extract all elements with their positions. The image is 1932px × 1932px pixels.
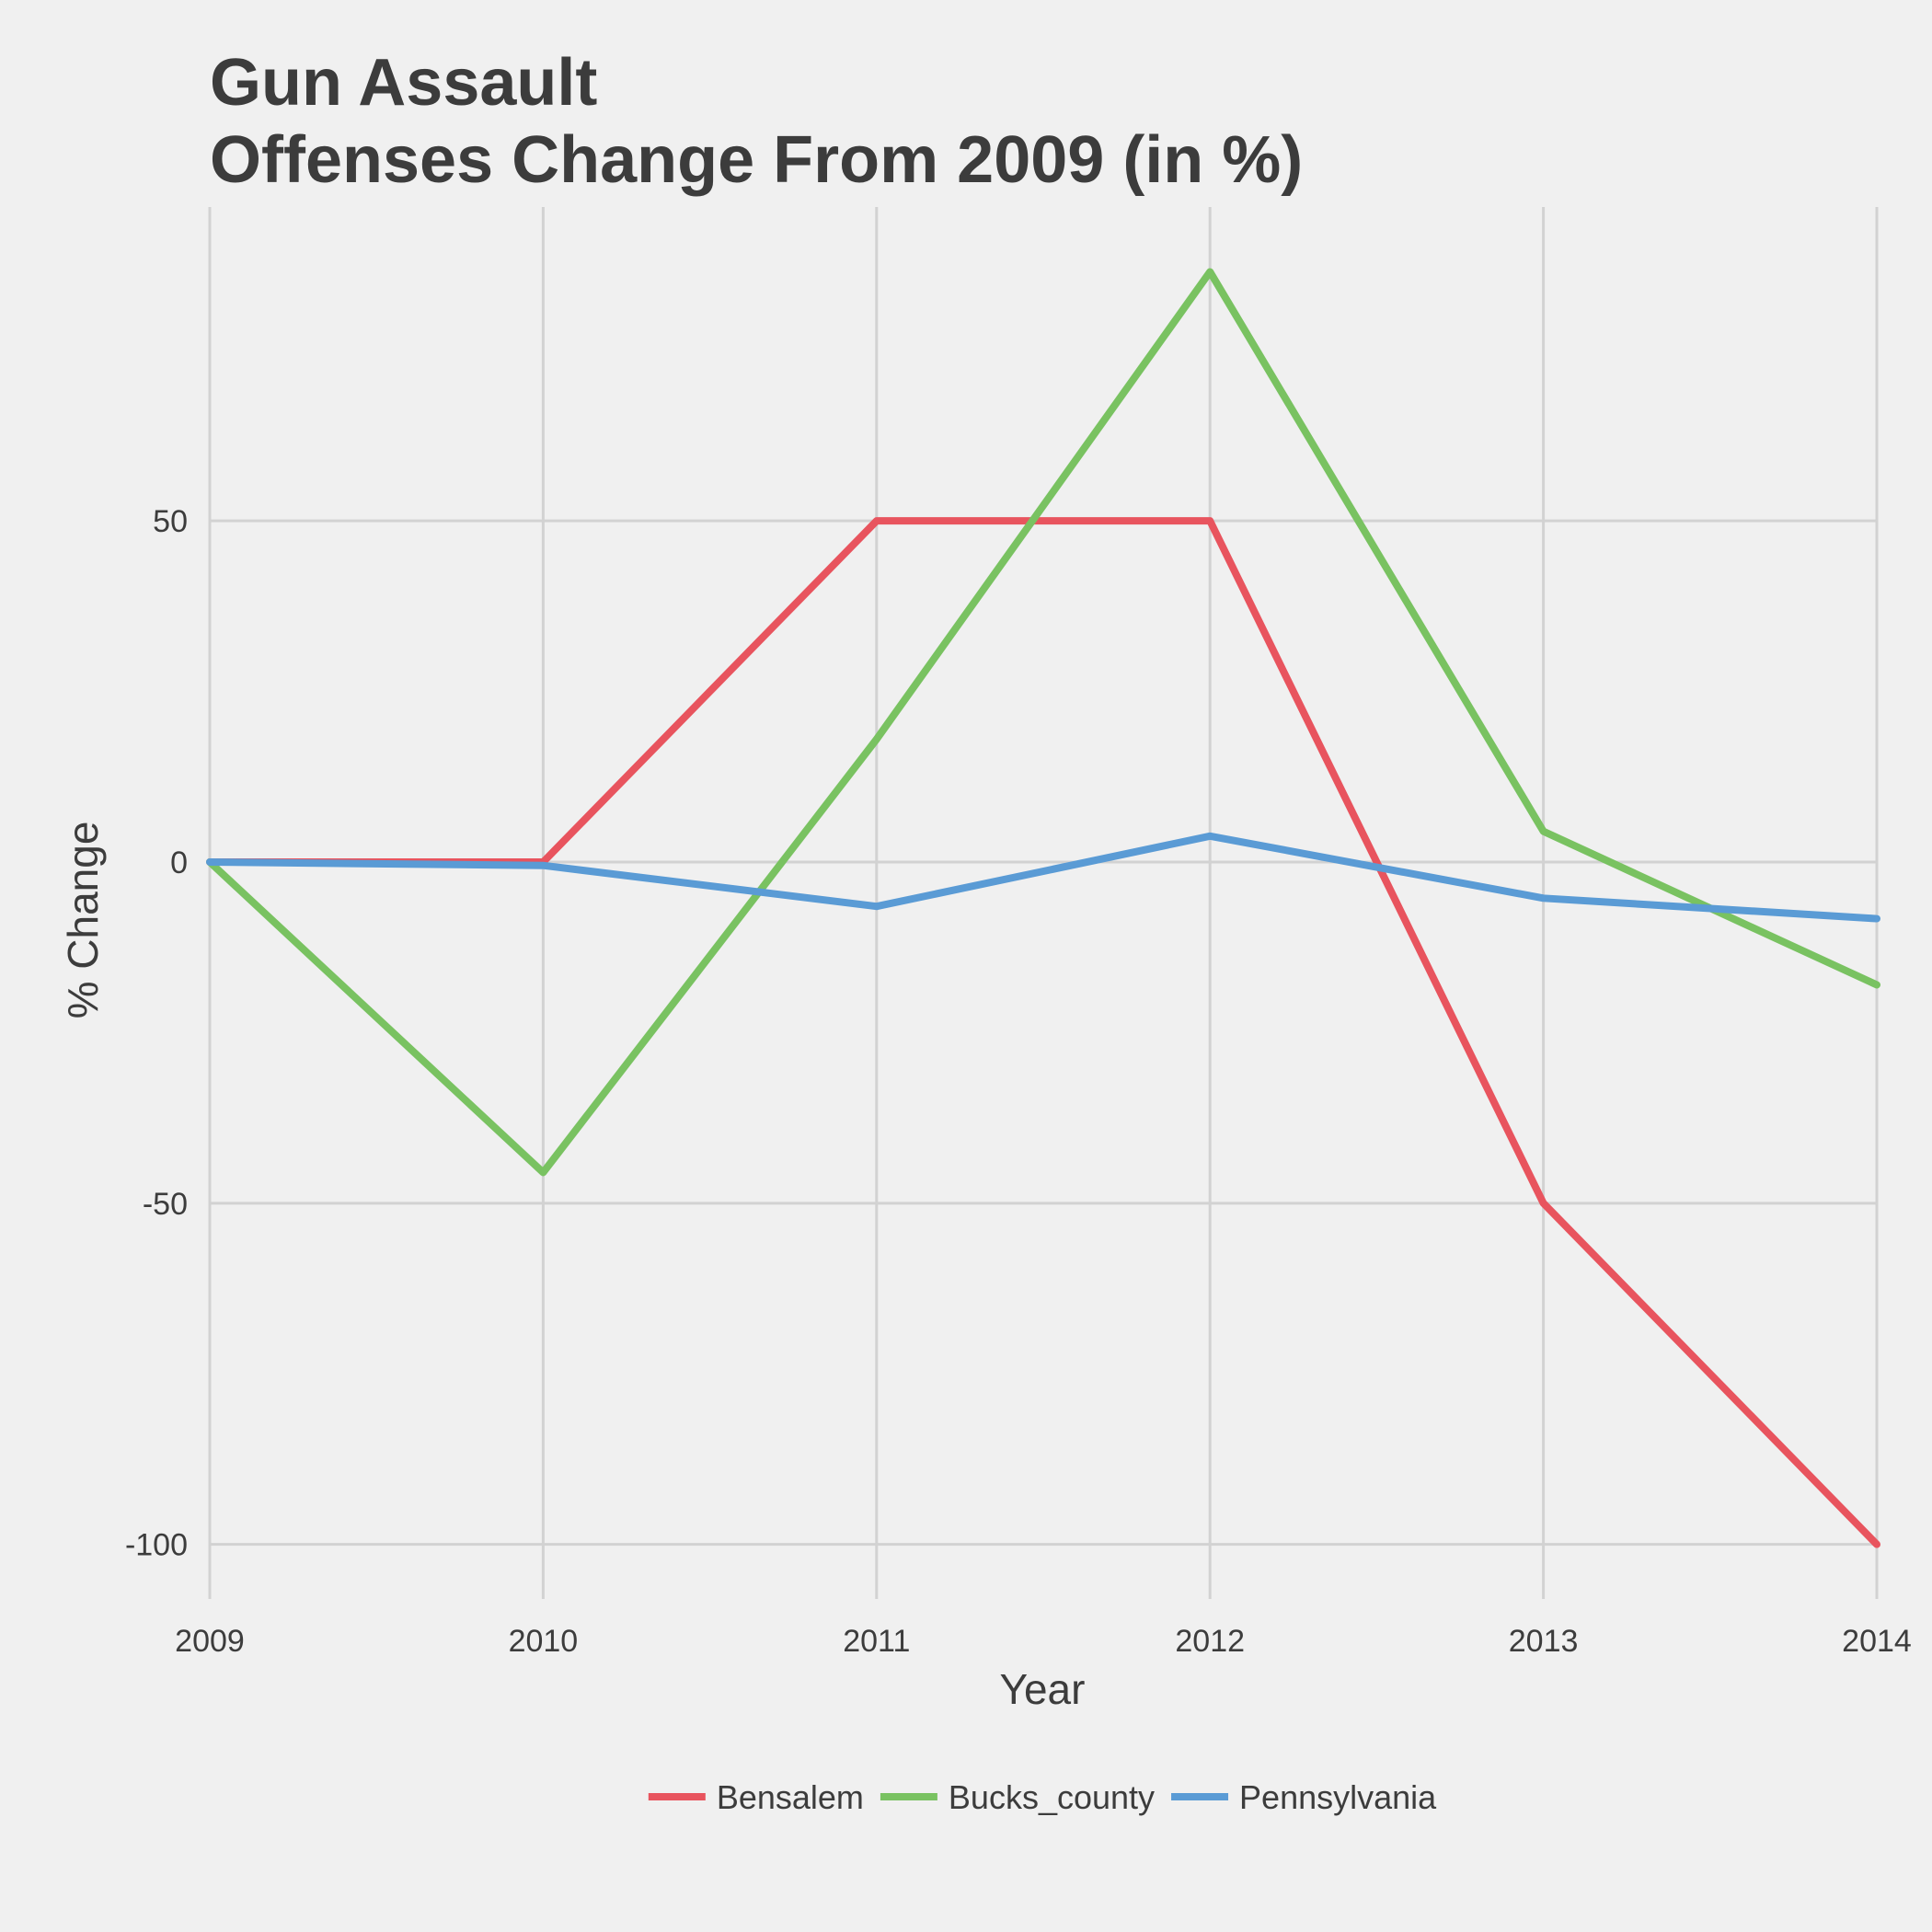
chart-title-line-1: Gun Assault [210,46,597,120]
x-tick-label: 2013 [1509,1624,1579,1659]
x-tick-label: 2011 [843,1624,910,1659]
series-line [206,517,1880,1548]
legend-item: Bensalem [648,1778,864,1816]
legend-label: Bensalem [717,1778,864,1816]
horizontal-gridlines [210,519,1877,1547]
series-line [206,832,1880,923]
x-axis-title: Year [1000,1665,1086,1713]
legend-item: Pennsylvania [1171,1778,1437,1816]
x-axis-tick-labels: 2009 2010 2011 2012 2013 2014 [175,1624,1912,1659]
series-lines [206,268,1880,1548]
y-axis-tick-labels: 50 0 -50 -100 [125,504,188,1563]
y-tick-label: 50 [153,504,188,539]
x-tick-label: 2014 [1842,1624,1912,1659]
legend-item: Bucks_county [880,1778,1155,1816]
x-tick-label: 2009 [175,1624,245,1659]
y-tick-label: -100 [125,1528,188,1563]
y-tick-label: 0 [170,845,188,880]
legend-label: Pennsylvania [1239,1778,1437,1816]
x-tick-label: 2010 [509,1624,579,1659]
y-axis-title: % Change [59,822,107,1019]
legend: Bensalem Bucks_county Pennsylvania [648,1778,1437,1816]
x-tick-label: 2012 [1175,1624,1245,1659]
chart-title-line-2: Offenses Change From 2009 (in %) [210,123,1303,197]
legend-label: Bucks_county [949,1778,1155,1816]
series-line [206,268,1880,1177]
y-tick-label: -50 [143,1187,188,1222]
